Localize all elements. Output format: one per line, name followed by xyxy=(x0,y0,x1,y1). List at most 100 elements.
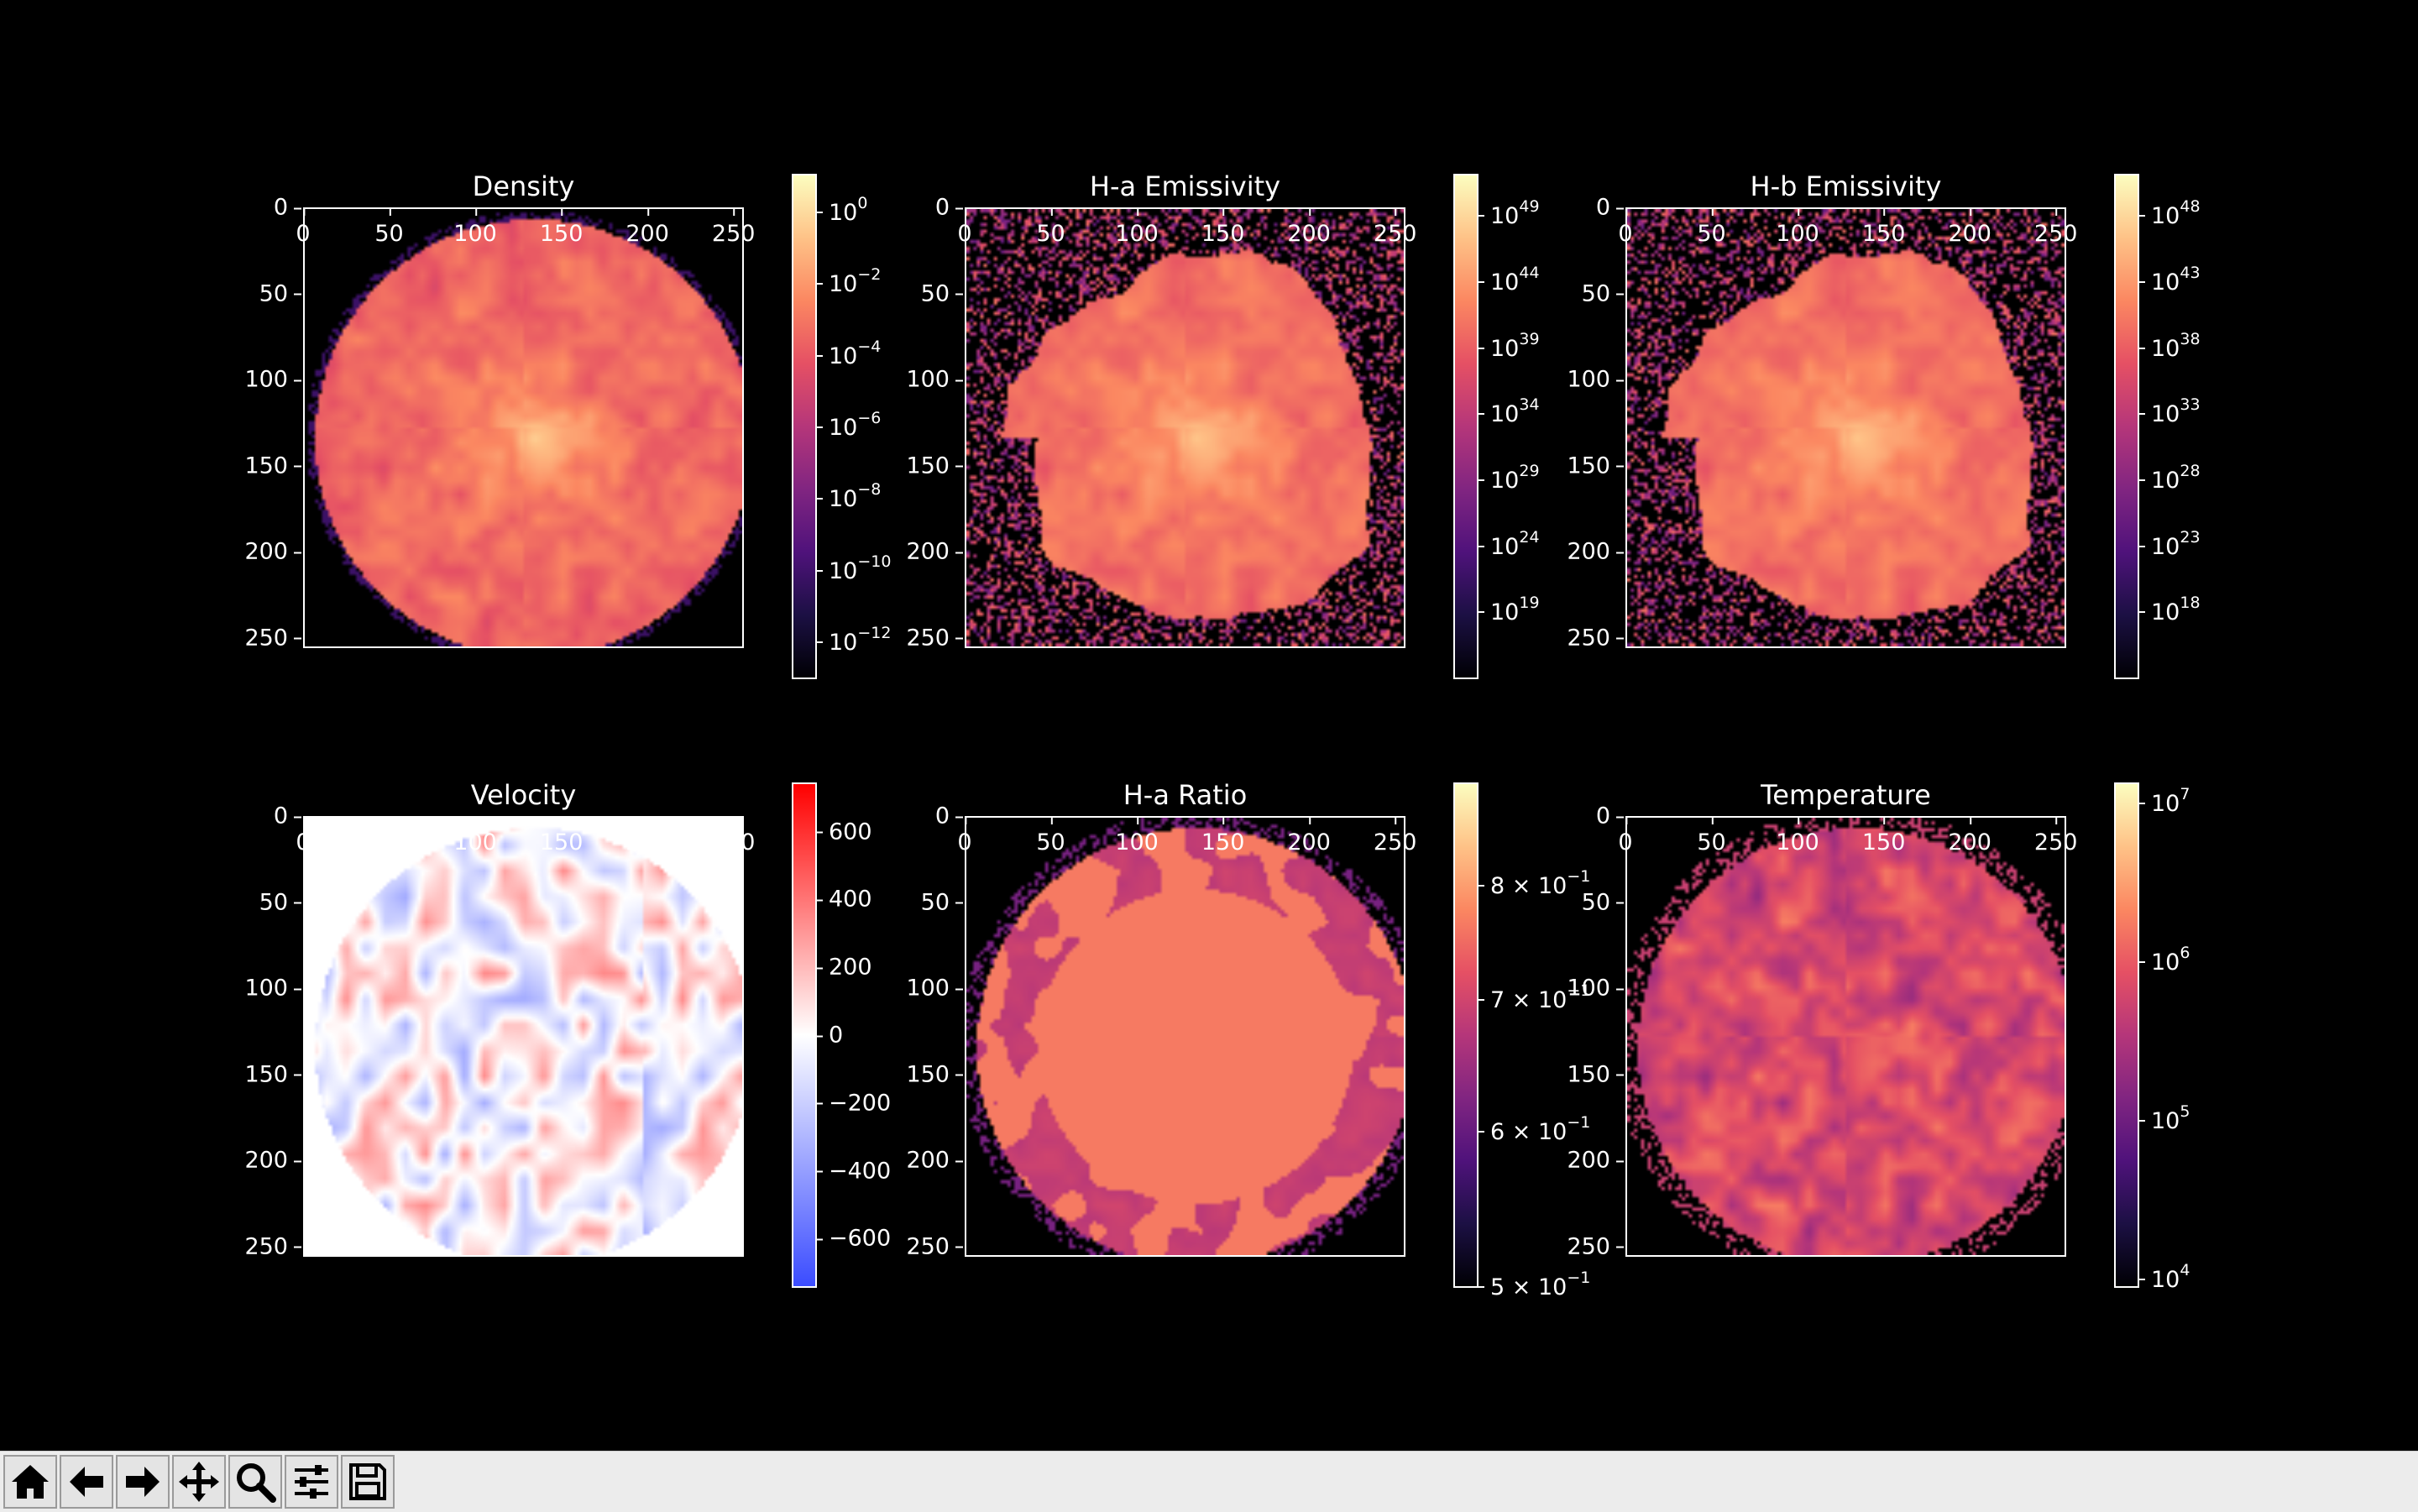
colorbar-tick-exponent: 28 xyxy=(2180,461,2201,480)
subplot-title: H-b Emissivity xyxy=(1750,170,1942,202)
x-tick-label: 0 xyxy=(957,208,972,247)
back-button[interactable] xyxy=(60,1455,113,1509)
y-tick-label: 0 xyxy=(1595,803,1625,829)
colorbar-tick-base: 5 × 10 xyxy=(1490,1274,1568,1300)
colorbar-tick-base: 10 xyxy=(2151,790,2180,817)
heatmap-image[interactable] xyxy=(965,207,1405,648)
colorbar-tick-base: 7 × 10 xyxy=(1490,986,1568,1013)
colorbar-tick-base: 10 xyxy=(2151,203,2180,230)
colorbar-tick-label: 1033 xyxy=(2138,395,2201,427)
configure-subplots-icon xyxy=(295,1465,328,1499)
heatmap-canvas xyxy=(305,209,742,646)
heatmap-image[interactable] xyxy=(1625,816,2066,1257)
colorbar-tick-label: 1023 xyxy=(2138,528,2201,560)
colorbar-tick-exponent: 19 xyxy=(1519,594,1540,613)
colorbar-tick-exponent: 39 xyxy=(1519,329,1540,348)
colorbar-tick-exponent: −1 xyxy=(1567,866,1591,886)
colorbar-tick-base: 10 xyxy=(1490,269,1520,296)
x-tick-label: 250 xyxy=(1373,208,1417,247)
colorbar-tick-base: 600 xyxy=(829,819,872,845)
colorbar-tick-label: 200 xyxy=(815,955,872,981)
heatmap-image[interactable] xyxy=(1625,207,2066,648)
colorbar-tick-base: 10 xyxy=(2151,1108,2180,1135)
colorbar-tick-base: 10 xyxy=(829,557,858,584)
forward-arrow-icon xyxy=(126,1467,160,1497)
home-button[interactable] xyxy=(3,1455,57,1509)
colorbar-tick-exponent: 7 xyxy=(2180,784,2190,803)
x-tick-label: 200 xyxy=(1287,208,1331,247)
x-tick-label: 200 xyxy=(1948,208,1991,247)
colorbar-tick-base: −200 xyxy=(829,1090,892,1117)
back-arrow-icon xyxy=(70,1467,103,1497)
heatmap-image[interactable] xyxy=(303,816,744,1257)
colorbar-tick-exponent: 29 xyxy=(1519,461,1540,480)
colorbar-tick-base: 10 xyxy=(2151,1267,2180,1294)
x-tick-label: 0 xyxy=(296,208,311,247)
pan-button[interactable] xyxy=(172,1455,226,1509)
colorbar-tick-base: 10 xyxy=(1490,203,1520,230)
colorbar-tick-label: 10−6 xyxy=(814,409,881,441)
y-tick-label: 200 xyxy=(1567,1147,1624,1174)
colorbar-tick-base: 6 × 10 xyxy=(1490,1118,1568,1145)
colorbar-tick-label: 1049 xyxy=(1477,197,1540,230)
y-tick-label: 250 xyxy=(244,1233,301,1260)
forward-button[interactable] xyxy=(116,1455,170,1509)
colorbar-tick-base: 10 xyxy=(829,271,858,298)
colorbar-tick-label: 400 xyxy=(815,887,872,913)
x-tick-label: 250 xyxy=(2033,817,2078,855)
colorbar-tick-base: 10 xyxy=(2151,269,2180,296)
configure-subplots-button[interactable] xyxy=(285,1455,338,1509)
colorbar-tick-label: 7 × 10−1 xyxy=(1476,981,1590,1013)
colorbar-tick-exponent: 49 xyxy=(1519,197,1540,217)
colorbar-tick-exponent: 5 xyxy=(2180,1102,2190,1122)
colorbar-tick-label: 105 xyxy=(2137,1102,2190,1135)
heatmap-image[interactable] xyxy=(965,816,1405,1257)
y-tick-label: 150 xyxy=(906,1061,963,1088)
save-button[interactable] xyxy=(341,1455,395,1509)
x-tick-label: 150 xyxy=(1861,208,1906,247)
y-tick-label: 0 xyxy=(934,803,964,829)
colorbar-tick-exponent: −4 xyxy=(857,337,882,356)
home-icon xyxy=(12,1465,49,1499)
colorbar: 8 × 10−1 7 × 10−1 6 × 10−1 5 × 10−1 xyxy=(1453,782,1590,1300)
y-tick-label: 200 xyxy=(906,538,963,565)
colorbar-tick-exponent: −2 xyxy=(857,265,882,285)
y-tick-label: 200 xyxy=(244,1147,301,1174)
colorbar-tick-label: 1034 xyxy=(1477,395,1540,427)
y-tick-label: 150 xyxy=(1567,453,1624,479)
subplot-title: Density xyxy=(472,170,575,202)
x-tick-label: 0 xyxy=(296,817,311,855)
colorbar-tick-label: 1029 xyxy=(1477,461,1540,494)
y-tick-label: 150 xyxy=(244,453,301,479)
colorbar-tick-label: 104 xyxy=(2137,1261,2190,1294)
y-tick-label: 0 xyxy=(934,194,964,221)
subplot-title: Velocity xyxy=(470,779,577,811)
colorbar-tick-base: −600 xyxy=(829,1225,892,1252)
colorbar-tick-base: 10 xyxy=(829,343,858,369)
x-tick-label: 100 xyxy=(1776,817,1819,855)
figure-canvas[interactable]: Density 0 50 100 150 200 250 0 50 100 150 200 250 100… xyxy=(0,0,2418,1451)
x-tick-label: 200 xyxy=(625,817,669,855)
colorbar-tick-base: −400 xyxy=(829,1158,892,1185)
colorbar-tick-base: 10 xyxy=(829,199,858,226)
x-tick-label: 0 xyxy=(1618,817,1633,855)
x-tick-label: 0 xyxy=(957,817,972,855)
heatmap-canvas xyxy=(966,209,1404,646)
y-tick-label: 200 xyxy=(244,538,301,565)
y-tick-label: 100 xyxy=(1567,366,1624,393)
colorbar: 1048 1043 1038 1033 1028 1023 1018 xyxy=(2114,174,2201,679)
x-tick-label: 50 xyxy=(1697,208,1726,247)
colorbar-tick-label: 100 xyxy=(814,194,867,226)
colorbar-tick-label: 10−10 xyxy=(814,552,891,584)
colorbar-tick-base: 10 xyxy=(829,630,858,657)
colorbar-tick-base: 0 xyxy=(829,1022,844,1049)
colorbar: 1049 1044 1039 1034 1029 1024 1019 xyxy=(1453,174,1540,679)
zoom-button[interactable] xyxy=(228,1455,282,1509)
heatmap-image[interactable] xyxy=(303,207,744,648)
y-tick-label: 100 xyxy=(244,975,301,1002)
x-tick-label: 250 xyxy=(2033,208,2078,247)
colorbar-tick-exponent: 48 xyxy=(2180,197,2201,217)
colorbar-tick-exponent: −10 xyxy=(857,552,892,571)
x-tick-label: 50 xyxy=(1036,208,1065,247)
y-tick-label: 0 xyxy=(1595,194,1625,221)
